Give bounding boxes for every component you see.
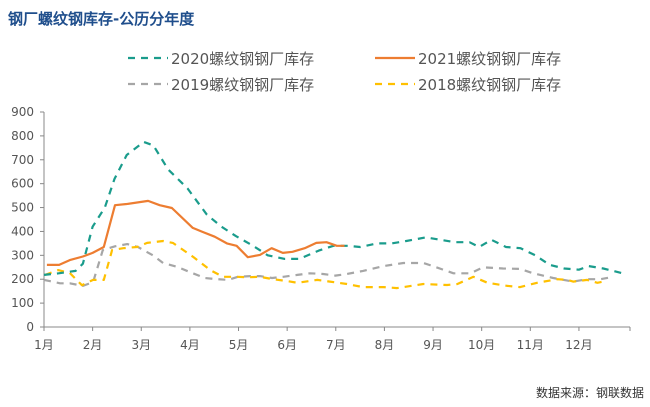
series-line-2018 — [44, 239, 604, 290]
x-tick-label: 8月 — [375, 338, 395, 352]
x-tick-label: 12月 — [565, 338, 592, 352]
x-tick-label: 9月 — [423, 338, 443, 352]
y-tick-label: 700 — [11, 153, 34, 167]
y-tick-label: 400 — [11, 224, 34, 238]
series-line-2020 — [43, 140, 623, 276]
y-tick-label: 300 — [11, 248, 34, 262]
x-tick-label: 1月 — [34, 338, 54, 352]
legend-label: 2019螺纹钢钢厂库存 — [171, 76, 314, 94]
y-tick-label: 900 — [11, 105, 34, 119]
x-tick-label: 4月 — [180, 338, 200, 352]
legend-label: 2020螺纹钢钢厂库存 — [171, 50, 314, 68]
x-tick-label: 7月 — [326, 338, 346, 352]
source-note: 数据来源：钢联数据 — [535, 386, 644, 400]
x-tick-label: 3月 — [131, 338, 151, 352]
chart-title: 钢厂螺纹钢库存-公历分年度 — [8, 10, 195, 28]
x-tick-label: 2月 — [83, 338, 103, 352]
y-tick-label: 0 — [26, 320, 34, 334]
y-tick-label: 500 — [11, 201, 34, 215]
y-tick-label: 100 — [11, 296, 34, 310]
x-tick-label: 10月 — [468, 338, 495, 352]
series-line-2019 — [43, 243, 614, 287]
y-tick-label: 200 — [11, 272, 34, 286]
legend-label: 2021螺纹钢钢厂库存 — [418, 50, 561, 68]
y-tick-label: 600 — [11, 177, 34, 191]
x-tick-label: 5月 — [229, 338, 249, 352]
x-tick-label: 6月 — [277, 338, 297, 352]
x-tick-label: 11月 — [517, 338, 544, 352]
legend-label: 2018螺纹钢钢厂库存 — [418, 76, 561, 94]
y-tick-label: 800 — [11, 129, 34, 143]
series-line-2021 — [46, 199, 345, 266]
